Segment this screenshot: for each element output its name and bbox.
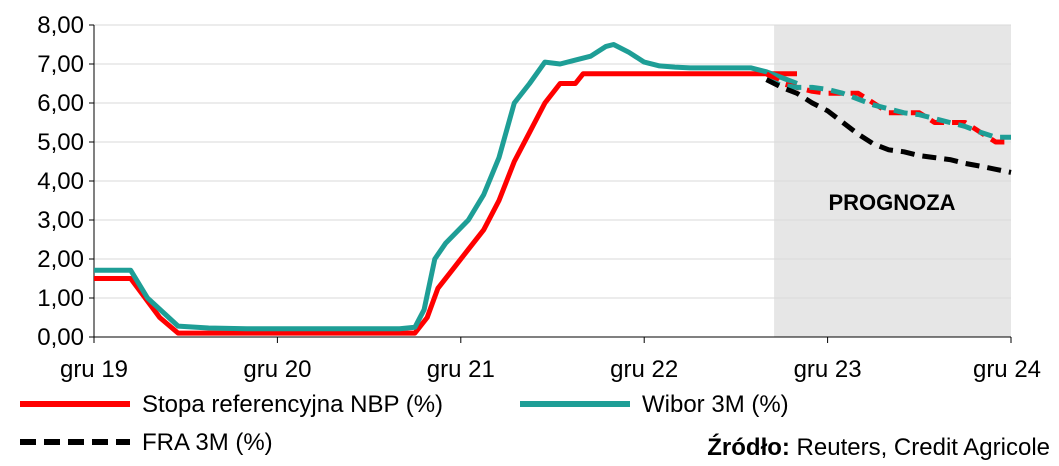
source-text: Reuters, Credit Agricole [790,434,1050,461]
y-tick-label: 2,00 [37,246,84,273]
y-tick-label: 0,00 [37,324,84,351]
y-tick-label: 1,00 [37,285,84,312]
x-tick-label: gru 22 [610,356,678,383]
x-tick-label: gru 20 [243,356,311,383]
source-note: Źródło: Reuters, Credit Agricole [707,433,1050,461]
y-tick-label: 6,00 [37,90,84,117]
x-tick-label: gru 19 [60,356,128,383]
series-lines [94,42,1012,336]
source-label: Źródło: [707,433,790,461]
x-tick-label: gru 21 [427,356,495,383]
y-tick-label: 4,00 [37,168,84,195]
series-line [765,77,1012,175]
series-line [765,77,1011,140]
legend-label: Stopa referencyjna NBP (%) [142,391,443,418]
y-tick-label: 5,00 [37,129,84,156]
x-axis-tick-labels: gru 19 gru 20 gru 21 gru 22 gru 23 gru 24 [60,356,1041,383]
x-tick-label: gru 23 [794,356,862,383]
series-line [94,42,798,332]
legend-label: Wibor 3M (%) [642,391,789,418]
series-line [765,71,1011,145]
legend: Stopa referencyjna NBP (%) Wibor 3M (%) FR… [20,391,789,456]
y-tick-label: 7,00 [37,51,84,78]
y-tick-label: 8,00 [37,12,84,39]
x-tick-label: gru 24 [973,356,1041,383]
y-axis-tick-labels: 0,00 1,00 2,00 3,00 4,00 5,00 6,00 7,00 8,00 [37,12,84,351]
axes [89,24,1012,343]
series-line [94,71,797,336]
y-tick-label: 3,00 [37,207,84,234]
legend-label: FRA 3M (%) [142,429,273,456]
forecast-annotation: PROGNOZA [828,190,955,215]
gridlines [94,24,1011,299]
